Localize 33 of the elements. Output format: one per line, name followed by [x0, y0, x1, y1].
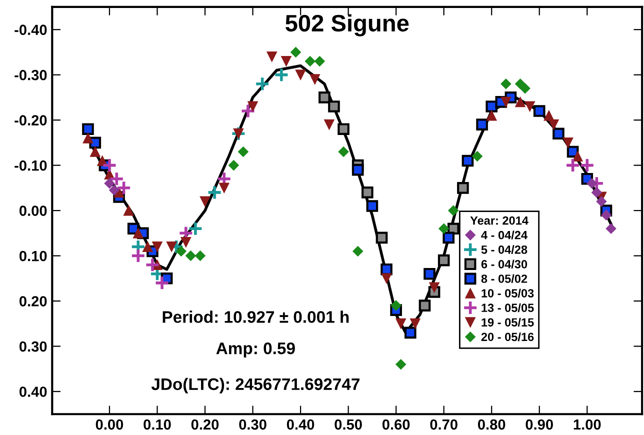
y-tick-label: 0.40 [20, 386, 47, 397]
x-tick-label: 0.20 [191, 419, 219, 430]
y-tick-label: 0.10 [20, 250, 47, 262]
x-tick-label: 0.90 [526, 419, 553, 430]
legend-label: 13 - 05/05 [482, 303, 534, 312]
x-tick-label: 0.00 [96, 419, 124, 430]
y-tick-label: 0.20 [20, 296, 47, 306]
x-tick-label: 0.50 [334, 419, 362, 430]
x-tick-label: 0.60 [382, 419, 410, 430]
x-tick-label: 0.70 [430, 419, 458, 430]
x-tick-label: 0.10 [144, 419, 171, 430]
legend-label: 6 - 04/30 [481, 260, 528, 268]
chart-title: 502 Sigune [286, 14, 409, 36]
legend-label: 19 - 05/15 [482, 318, 534, 327]
y-tick-label: -0.10 [14, 160, 47, 171]
y-tick-label: -0.40 [14, 24, 47, 36]
legend-label: 5 - 04/28 [481, 245, 528, 254]
annotation: JDo(LTC): 2456771.692747 [151, 378, 360, 394]
annotation: Amp: 0.59 [216, 342, 295, 358]
x-tick-label: 0.80 [478, 419, 506, 430]
x-tick-label: 1.00 [574, 419, 601, 430]
y-tick-label: 0.00 [20, 206, 47, 216]
legend-label: 8 - 05/02 [481, 274, 528, 284]
x-tick-label: 0.30 [239, 419, 266, 430]
x-tick-label: 0.40 [286, 419, 314, 430]
legend-label: 20 - 05/16 [481, 332, 534, 342]
legend-label: 4 - 04/24 [481, 230, 528, 240]
y-tick-label: -0.20 [14, 115, 47, 126]
annotation: Period: 10.927 ± 0.001 h [162, 310, 349, 323]
legend-label: 10 - 05/03 [482, 288, 534, 298]
y-tick-label: 0.30 [20, 341, 47, 352]
y-tick-label: -0.30 [14, 70, 47, 80]
legend-title: Year: 2014 [470, 216, 528, 225]
